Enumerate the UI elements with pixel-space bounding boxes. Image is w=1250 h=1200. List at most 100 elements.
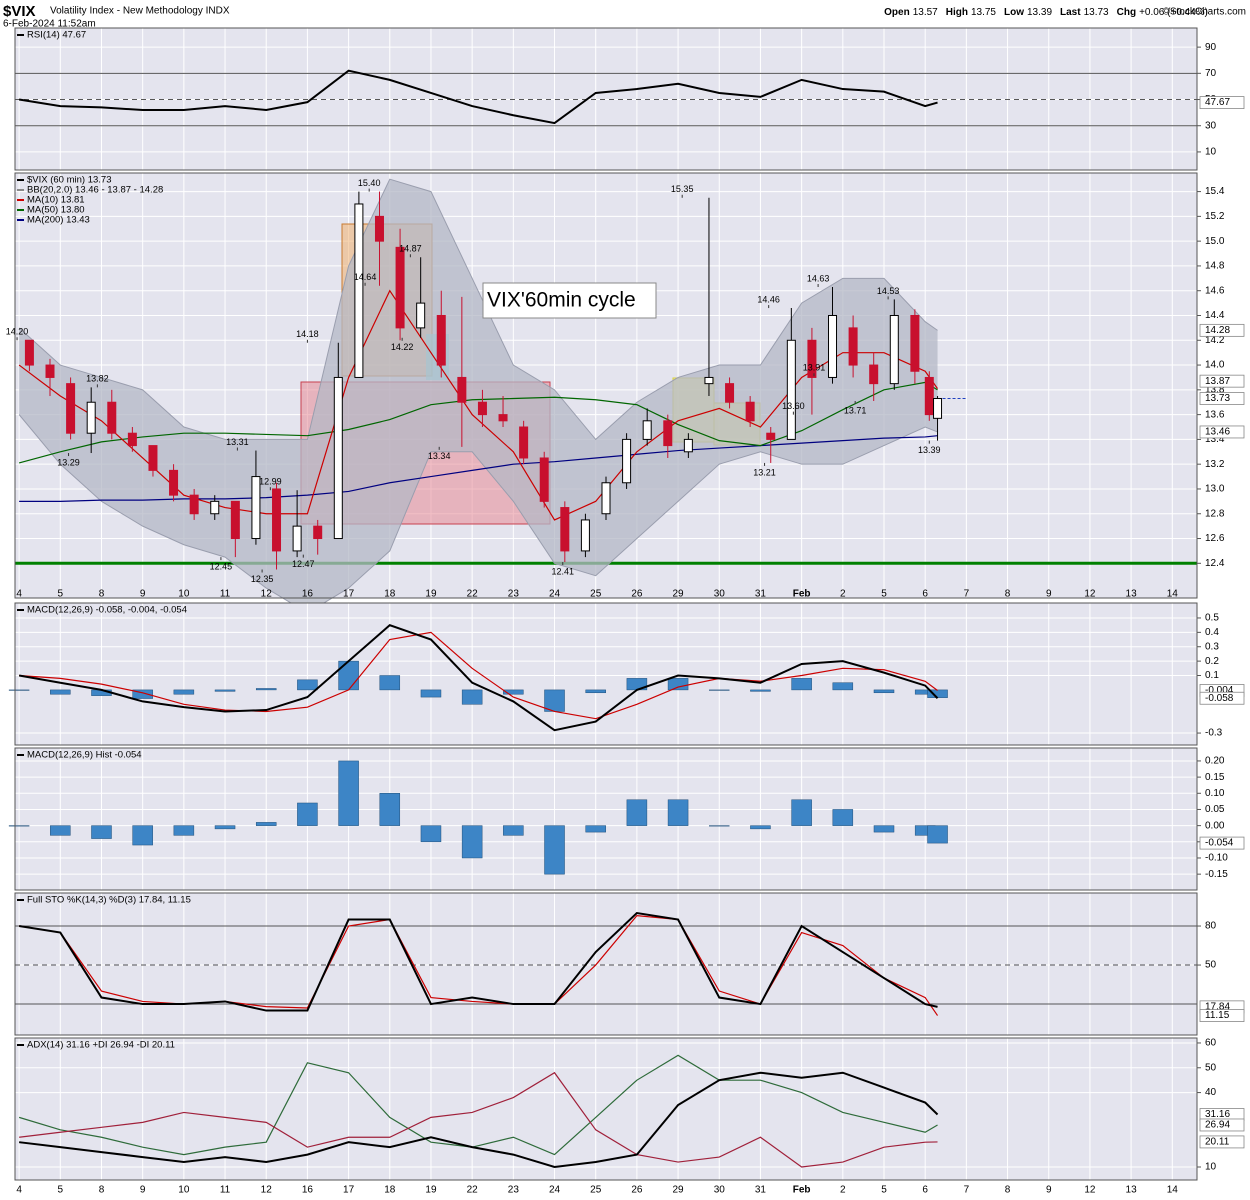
y-tick-label: -0.10 (1205, 853, 1228, 864)
x-tick-label: 8 (99, 589, 105, 600)
price-label: 12.47 (292, 559, 315, 569)
histogram-bar (379, 675, 401, 691)
panel-frame (14, 172, 1198, 599)
panel-bg (15, 1038, 1197, 1180)
histogram-bar (50, 689, 71, 695)
legend-entry: MACD(12,26,9) Hist -0.054 (27, 750, 142, 761)
last-value-box (1199, 96, 1245, 109)
candle-body (519, 426, 529, 459)
y-tick-label: 14.6 (1205, 285, 1225, 296)
price-label: 15.35 (671, 184, 694, 194)
indicator-line (19, 1071, 938, 1168)
x-tick-label: 11 (220, 1185, 231, 1196)
price-label: 14.53 (877, 286, 900, 296)
x-tick-label: 29 (673, 1185, 685, 1196)
histogram-bar (91, 825, 112, 839)
x-tick-label: 5 (58, 589, 64, 600)
y-tick-label: 13.0 (1205, 484, 1225, 495)
histogram-bar (750, 825, 771, 830)
price-label: 14.46 (757, 294, 780, 304)
candle-body (663, 420, 673, 447)
note-frame (482, 282, 657, 319)
price-label: 13.91 (803, 363, 826, 373)
histogram-bar (297, 679, 318, 691)
last-value-box (1199, 1009, 1245, 1022)
x-tick-label: 30 (714, 589, 726, 600)
candle-body (828, 314, 838, 378)
last-value-box (1199, 691, 1245, 705)
y-tick-label: 13.2 (1205, 459, 1225, 470)
quote-value: 13.73 (1084, 7, 1109, 18)
histogram-bar (626, 799, 648, 826)
candle-body (24, 339, 34, 366)
y-tick-label: 50 (1205, 960, 1217, 971)
candle-body (924, 376, 934, 416)
legend-entry: Full STO %K(14,3) %D(3) 17.84, 11.15 (27, 895, 191, 906)
histogram-bar (927, 825, 948, 844)
candle-body (642, 420, 652, 440)
x-tick-label: 25 (590, 589, 602, 600)
candle-body (395, 246, 405, 329)
histogram-bar (132, 689, 153, 699)
y-tick-label: 10 (1205, 147, 1217, 158)
x-tick-label: 5 (58, 1185, 64, 1196)
histogram-bar (173, 825, 195, 836)
quote-label: Low (1004, 7, 1024, 18)
quote-value: 13.75 (971, 7, 996, 18)
histogram-bar (750, 689, 771, 692)
candle-body (107, 401, 117, 434)
last-value-label: 13.46 (1205, 427, 1230, 438)
histogram-bar (544, 689, 565, 712)
subtitle: Volatility Index - New Methodology INDX (50, 6, 230, 17)
candle-body (869, 364, 879, 385)
candle-body (272, 488, 282, 552)
y-tick-label: 50 (1205, 1062, 1217, 1073)
last-value-label: 31.16 (1205, 1109, 1230, 1120)
x-tick-label: 9 (140, 589, 146, 600)
indicator-line (18, 1054, 938, 1156)
price-label: 14.87 (399, 244, 422, 254)
x-tick-label: 9 (1046, 1185, 1052, 1196)
price-label: 12.99 (259, 477, 282, 487)
y-tick-label: 70 (1205, 68, 1217, 79)
histogram-bar (667, 799, 689, 826)
x-tick-label: 10 (178, 589, 190, 600)
y-tick-label: 0.1 (1205, 670, 1219, 681)
indicator-line (18, 69, 938, 125)
last-value-box (1199, 836, 1245, 850)
histogram-bar (709, 825, 730, 827)
candle-body (745, 401, 755, 422)
x-tick-label: 19 (425, 589, 437, 600)
y-tick-label: -0.15 (1205, 869, 1228, 880)
quote-value: 13.57 (913, 7, 938, 18)
y-tick-label: 60 (1205, 1038, 1217, 1049)
x-tick-label: 8 (1005, 1185, 1011, 1196)
x-tick-label: 5 (881, 1185, 887, 1196)
candle-body (807, 339, 817, 378)
histogram-bar (832, 682, 854, 691)
x-tick-label: 30 (714, 1185, 726, 1196)
x-tick-label: 8 (99, 1185, 105, 1196)
candle-body (66, 383, 76, 434)
panel-frame (14, 1037, 1198, 1181)
x-tick-label: 12 (1084, 1185, 1096, 1196)
candle-body (933, 398, 943, 419)
price-label: 13.82 (86, 374, 109, 384)
bollinger-edge (18, 178, 938, 441)
x-tick-label: 12 (1084, 589, 1096, 600)
quote-label: Open (884, 7, 910, 18)
x-tick-label: 31 (755, 589, 767, 600)
histogram-bar (8, 689, 30, 691)
candle-body (292, 525, 302, 552)
x-tick-label: Feb (793, 589, 811, 600)
price-label: 13.29 (57, 457, 80, 467)
x-tick-label: 8 (1005, 589, 1011, 600)
x-tick-label: 25 (590, 1185, 602, 1196)
x-tick-label: 23 (508, 1185, 520, 1196)
price-label: 12.45 (210, 561, 233, 571)
quote-label: High (946, 7, 968, 18)
indicator-line (18, 381, 938, 464)
histogram-bar (461, 689, 483, 705)
last-value-label: 17.84 (1205, 1002, 1230, 1013)
